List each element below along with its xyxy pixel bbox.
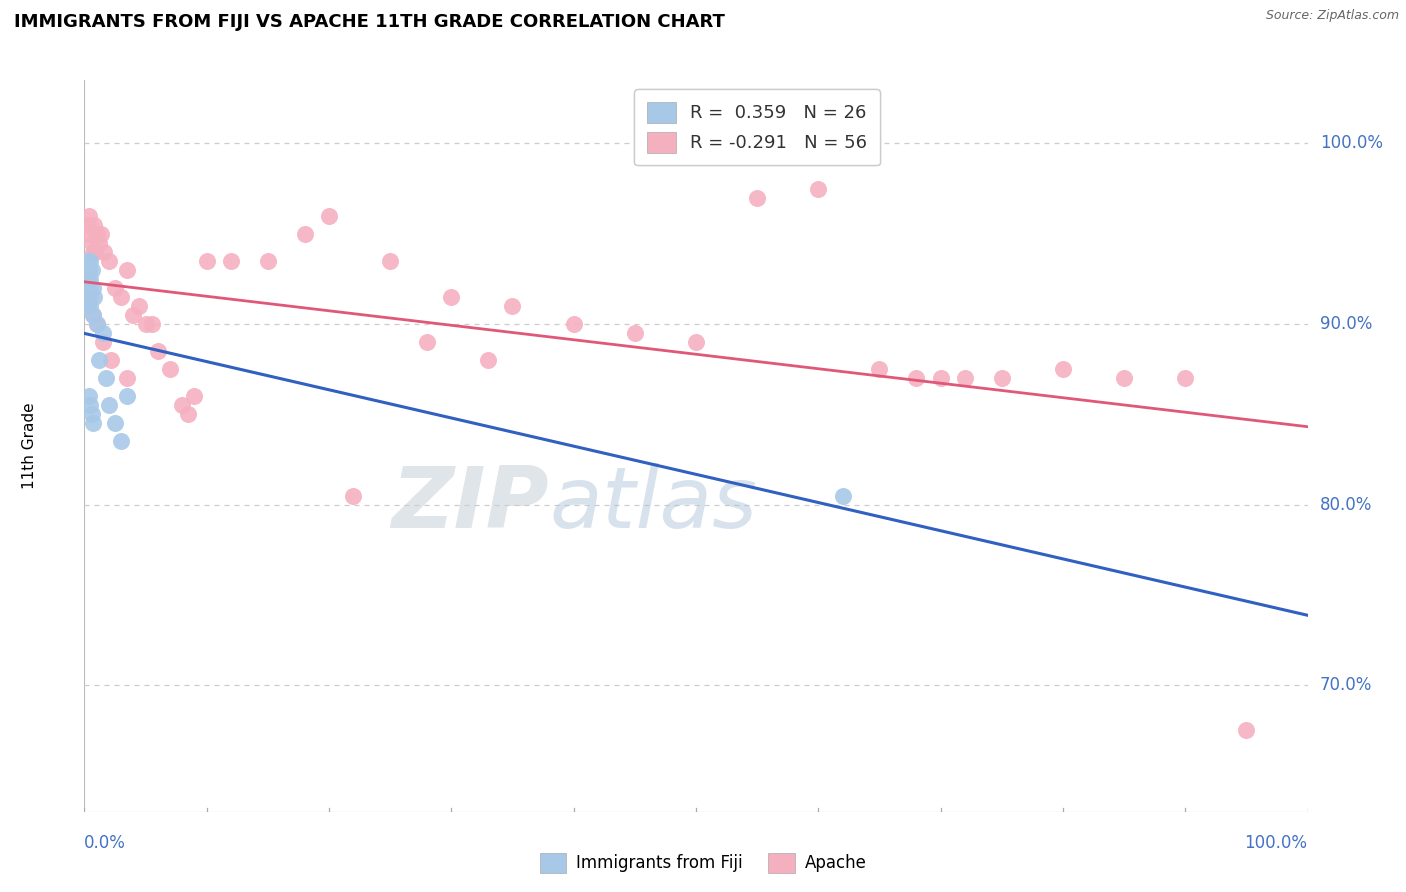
Point — [146, 344, 169, 359]
Point — [1052, 362, 1074, 376]
Point — [342, 489, 364, 503]
Point — [562, 317, 585, 331]
Point — [869, 362, 891, 376]
Point — [110, 290, 132, 304]
Point — [257, 253, 280, 268]
Point — [87, 235, 110, 250]
Text: 0.0%: 0.0% — [84, 834, 127, 852]
Point — [79, 272, 101, 286]
Text: 11th Grade: 11th Grade — [22, 402, 37, 490]
Point — [115, 263, 138, 277]
Text: 100.0%: 100.0% — [1320, 135, 1384, 153]
Point — [318, 209, 340, 223]
Point — [80, 235, 103, 250]
Point — [115, 389, 138, 403]
Text: 70.0%: 70.0% — [1320, 676, 1372, 694]
Legend: R =  0.359   N = 26, R = -0.291   N = 56: R = 0.359 N = 26, R = -0.291 N = 56 — [634, 89, 880, 165]
Point — [110, 434, 132, 449]
Text: atlas: atlas — [550, 463, 758, 546]
Point — [83, 218, 105, 232]
Point — [82, 308, 104, 322]
Point — [80, 263, 103, 277]
Point — [807, 181, 830, 195]
Point — [128, 299, 150, 313]
Point — [84, 244, 107, 259]
Point — [82, 308, 104, 322]
Point — [97, 253, 120, 268]
Legend: Immigrants from Fiji, Apache: Immigrants from Fiji, Apache — [533, 847, 873, 880]
Point — [77, 253, 100, 268]
Point — [183, 389, 205, 403]
Point — [83, 290, 105, 304]
Point — [122, 308, 145, 322]
Point — [991, 371, 1014, 385]
Text: 80.0%: 80.0% — [1320, 496, 1372, 514]
Point — [79, 299, 101, 313]
Point — [86, 317, 108, 331]
Point — [96, 371, 118, 385]
Point — [141, 317, 163, 331]
Point — [77, 209, 100, 223]
Point — [91, 335, 114, 350]
Point — [77, 299, 100, 313]
Point — [1234, 723, 1257, 738]
Point — [77, 272, 100, 286]
Point — [115, 371, 138, 385]
Point — [100, 353, 122, 368]
Point — [501, 299, 523, 313]
Point — [831, 489, 853, 503]
Point — [91, 326, 114, 340]
Point — [380, 253, 402, 268]
Point — [77, 290, 100, 304]
Point — [77, 389, 100, 403]
Point — [82, 417, 104, 431]
Point — [929, 371, 952, 385]
Point — [90, 227, 112, 241]
Point — [82, 281, 104, 295]
Point — [685, 335, 707, 350]
Point — [79, 253, 101, 268]
Point — [79, 398, 101, 412]
Point — [195, 253, 218, 268]
Text: IMMIGRANTS FROM FIJI VS APACHE 11TH GRADE CORRELATION CHART: IMMIGRANTS FROM FIJI VS APACHE 11TH GRAD… — [14, 13, 725, 31]
Point — [905, 371, 928, 385]
Point — [1174, 371, 1197, 385]
Point — [80, 408, 103, 422]
Text: Source: ZipAtlas.com: Source: ZipAtlas.com — [1265, 9, 1399, 22]
Point — [87, 353, 110, 368]
Point — [77, 263, 100, 277]
Point — [172, 398, 194, 412]
Point — [86, 317, 108, 331]
Point — [953, 371, 976, 385]
Point — [79, 290, 101, 304]
Text: 100.0%: 100.0% — [1244, 834, 1308, 852]
Text: ZIP: ZIP — [391, 463, 550, 546]
Point — [93, 244, 115, 259]
Point — [477, 353, 499, 368]
Text: 90.0%: 90.0% — [1320, 315, 1372, 333]
Point — [294, 227, 316, 241]
Point — [104, 417, 127, 431]
Point — [97, 398, 120, 412]
Point — [219, 253, 242, 268]
Point — [1114, 371, 1136, 385]
Point — [747, 191, 769, 205]
Point — [624, 326, 647, 340]
Point — [82, 244, 104, 259]
Point — [135, 317, 157, 331]
Point — [440, 290, 463, 304]
Point — [177, 408, 200, 422]
Point — [77, 281, 100, 295]
Point — [77, 218, 100, 232]
Point — [86, 227, 108, 241]
Point — [416, 335, 439, 350]
Point — [79, 227, 101, 241]
Point — [104, 281, 127, 295]
Point — [77, 272, 100, 286]
Point — [159, 362, 181, 376]
